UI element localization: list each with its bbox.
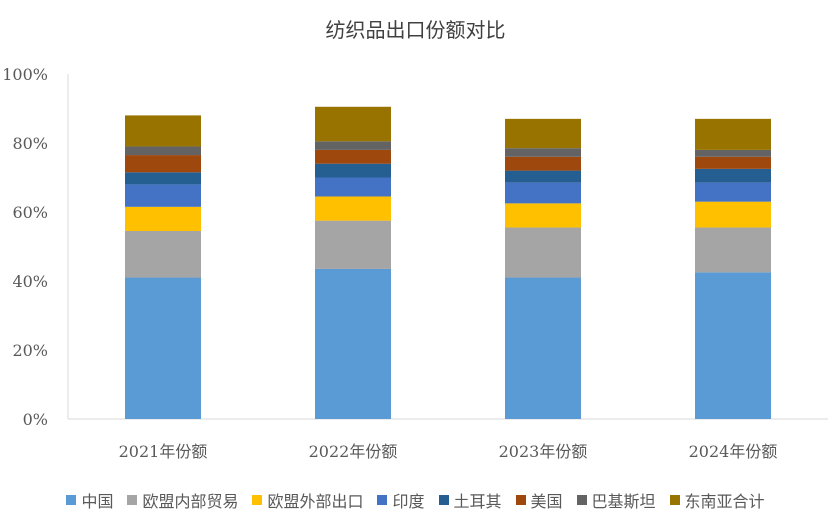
bar-segment-1-6 [315, 141, 391, 150]
legend-item: 巴基斯坦 [576, 488, 656, 512]
bar-segment-2-5 [505, 156, 581, 171]
legend-item: 东南亚合计 [669, 488, 765, 512]
bar-segment-2-1 [505, 227, 581, 278]
bar-segment-1-4 [315, 163, 391, 178]
legend-item: 中国 [66, 488, 113, 512]
bar-segment-3-4 [695, 168, 771, 183]
bar-segment-1-7 [315, 106, 391, 142]
legend-label: 欧盟内部贸易 [142, 492, 239, 511]
chart-title: 纺织品出口份额对比 [325, 18, 506, 42]
legend-swatch [127, 495, 138, 505]
legend-label: 美国 [530, 492, 563, 511]
bar-segment-0-6 [125, 146, 201, 156]
bar-segment-0-4 [125, 172, 201, 185]
bar-segment-1-1 [315, 220, 391, 269]
legend-label: 欧盟外部出口 [267, 492, 364, 511]
legend-label: 中国 [81, 492, 114, 511]
legend-label: 土耳其 [453, 492, 502, 511]
legend-label: 印度 [392, 492, 425, 511]
bar-segment-3-3 [695, 182, 771, 202]
bar-segment-3-6 [695, 149, 771, 157]
bar-segment-0-3 [125, 184, 201, 207]
bar-segment-0-5 [125, 155, 201, 173]
y-tick-label: 80% [12, 134, 48, 153]
bar-segment-0-1 [125, 230, 201, 278]
legend-swatch [576, 495, 587, 505]
bar-segment-2-4 [505, 170, 581, 183]
x-category-label: 2024年份额 [689, 442, 778, 461]
legend-item: 欧盟内部贸易 [127, 488, 238, 512]
bar-segment-3-2 [695, 201, 771, 228]
x-category-label: 2021年份额 [119, 442, 208, 461]
legend-label: 巴基斯坦 [591, 492, 656, 511]
bar-segment-0-0 [125, 277, 201, 419]
bar-segment-1-2 [315, 196, 391, 221]
legend-swatch [252, 495, 263, 505]
legend-label: 东南亚合计 [684, 492, 765, 511]
legend-swatch [669, 495, 680, 505]
bar-segment-2-0 [505, 277, 581, 419]
x-category-label: 2023年份额 [499, 442, 588, 461]
bar-segment-3-0 [695, 272, 771, 419]
bar-segment-2-7 [505, 118, 581, 149]
legend-item: 印度 [377, 488, 425, 512]
legend-swatch [515, 495, 526, 505]
bar-segment-3-7 [695, 118, 771, 150]
bar-segment-3-1 [695, 227, 771, 273]
bar-segment-1-3 [315, 177, 391, 197]
legend-swatch [438, 495, 449, 505]
legend-item: 欧盟外部出口 [252, 488, 363, 512]
bar-segment-2-2 [505, 203, 581, 228]
x-category-label: 2022年份额 [309, 442, 398, 461]
y-tick-label: 20% [12, 341, 48, 360]
y-tick-label: 100% [2, 65, 48, 84]
bar-segment-1-5 [315, 149, 391, 164]
legend-swatch [66, 495, 77, 505]
bar-segment-3-5 [695, 156, 771, 169]
legend-item: 美国 [515, 488, 563, 512]
legend-item: 土耳其 [438, 488, 502, 512]
y-tick-label: 0% [23, 410, 48, 429]
y-tick-label: 40% [12, 272, 48, 291]
bar-segment-2-6 [505, 148, 581, 157]
bar-segment-0-2 [125, 206, 201, 231]
y-tick-label: 60% [12, 203, 48, 222]
legend: 中国 欧盟内部贸易 欧盟外部出口 印度 土耳其 美国 巴基斯坦 东南亚合计 [0, 488, 831, 512]
bar-segment-2-3 [505, 182, 581, 204]
bar-segment-0-7 [125, 115, 201, 147]
legend-swatch [377, 495, 388, 505]
bar-segment-1-0 [315, 268, 391, 419]
